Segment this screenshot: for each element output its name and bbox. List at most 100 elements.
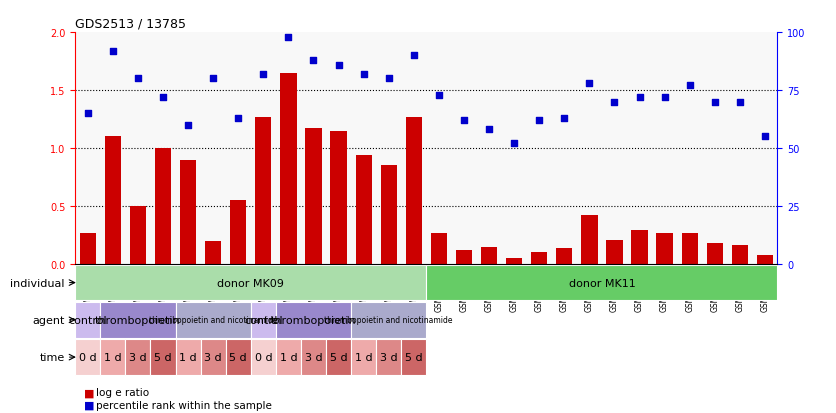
Text: 1 d: 1 d: [179, 352, 197, 362]
Bar: [376, 339, 401, 375]
Point: [708, 99, 721, 106]
Point: [457, 118, 471, 124]
Point: [608, 99, 621, 106]
Point: [407, 53, 421, 59]
Bar: [456, 250, 472, 264]
Bar: [426, 265, 777, 301]
Point: [206, 76, 220, 83]
Bar: [176, 339, 201, 375]
Text: 1 d: 1 d: [104, 352, 122, 362]
Text: 5 d: 5 d: [329, 352, 348, 362]
Point: [282, 34, 295, 41]
Bar: [351, 339, 376, 375]
Point: [533, 118, 546, 124]
Text: 5 d: 5 d: [405, 352, 423, 362]
Point: [181, 122, 195, 129]
Point: [733, 99, 747, 106]
Point: [432, 92, 446, 99]
Point: [232, 115, 245, 122]
Point: [357, 71, 370, 78]
Text: 3 d: 3 d: [380, 352, 398, 362]
Text: ■: ■: [84, 387, 94, 397]
Text: GDS2513 / 13785: GDS2513 / 13785: [75, 17, 186, 31]
Bar: [556, 248, 573, 264]
Bar: [305, 129, 322, 264]
Bar: [255, 117, 272, 264]
Bar: [380, 166, 397, 264]
Bar: [75, 339, 100, 375]
Text: thrombopoietin: thrombopoietin: [271, 315, 356, 325]
Bar: [401, 339, 426, 375]
Bar: [631, 231, 648, 264]
Point: [131, 76, 145, 83]
Bar: [276, 302, 351, 338]
Bar: [506, 259, 522, 264]
Bar: [251, 339, 276, 375]
Point: [583, 81, 596, 87]
Text: 1 d: 1 d: [279, 352, 298, 362]
Bar: [205, 241, 222, 264]
Bar: [125, 339, 150, 375]
Text: 3 d: 3 d: [304, 352, 323, 362]
Point: [758, 134, 772, 140]
Point: [658, 95, 671, 101]
Bar: [226, 339, 251, 375]
Point: [156, 95, 170, 101]
Bar: [276, 339, 301, 375]
Bar: [100, 339, 125, 375]
Bar: [405, 117, 422, 264]
Bar: [280, 74, 297, 264]
Bar: [656, 233, 673, 264]
Bar: [79, 233, 96, 264]
Bar: [606, 240, 623, 264]
Text: 5 d: 5 d: [229, 352, 247, 362]
Text: 0 d: 0 d: [79, 352, 97, 362]
Bar: [531, 253, 548, 264]
Text: individual: individual: [10, 278, 64, 288]
Bar: [481, 247, 497, 264]
Bar: [351, 302, 426, 338]
Text: agent: agent: [33, 315, 64, 325]
Bar: [150, 339, 176, 375]
Text: control: control: [69, 315, 107, 325]
Bar: [201, 339, 226, 375]
Bar: [155, 149, 171, 264]
Text: thrombopoietin: thrombopoietin: [95, 315, 181, 325]
Bar: [326, 339, 351, 375]
Bar: [681, 233, 698, 264]
Bar: [100, 302, 176, 338]
Text: control: control: [244, 315, 283, 325]
Bar: [180, 160, 196, 264]
Text: log e ratio: log e ratio: [96, 387, 150, 397]
Bar: [176, 302, 251, 338]
Text: time: time: [39, 352, 64, 362]
Point: [683, 83, 696, 90]
Bar: [251, 302, 276, 338]
Text: 3 d: 3 d: [129, 352, 147, 362]
Text: ■: ■: [84, 400, 94, 410]
Text: donor MK11: donor MK11: [568, 278, 635, 288]
Text: 1 d: 1 d: [354, 352, 373, 362]
Point: [106, 48, 120, 55]
Bar: [330, 131, 347, 264]
Text: thrombopoietin and nicotinamide: thrombopoietin and nicotinamide: [324, 316, 453, 325]
Point: [507, 141, 521, 147]
Point: [482, 127, 496, 133]
Bar: [431, 233, 447, 264]
Point: [633, 95, 646, 101]
Text: 3 d: 3 d: [204, 352, 222, 362]
Text: donor MK09: donor MK09: [217, 278, 284, 288]
Bar: [732, 246, 748, 264]
Bar: [230, 201, 247, 264]
Point: [382, 76, 395, 83]
Bar: [301, 339, 326, 375]
Bar: [75, 302, 100, 338]
Text: percentile rank within the sample: percentile rank within the sample: [96, 400, 272, 410]
Point: [257, 71, 270, 78]
Bar: [706, 244, 723, 264]
Bar: [757, 255, 773, 264]
Text: 0 d: 0 d: [254, 352, 273, 362]
Point: [81, 111, 94, 117]
Bar: [75, 265, 426, 301]
Text: 5 d: 5 d: [154, 352, 172, 362]
